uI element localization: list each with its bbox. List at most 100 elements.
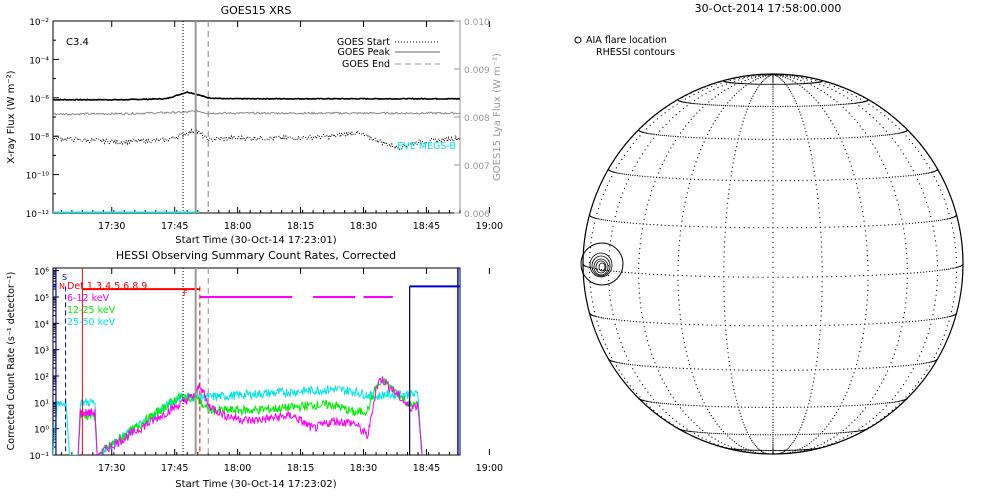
grid-dot <box>690 118 692 120</box>
grid-dot <box>589 251 591 254</box>
grid-dot <box>756 89 758 91</box>
grid-dot <box>745 429 747 431</box>
grid-dot <box>687 122 690 124</box>
grid-dot <box>778 77 781 79</box>
grid-dot <box>762 227 765 229</box>
grid-dot <box>682 410 684 412</box>
grid-dot <box>792 441 794 443</box>
grid-dot <box>772 385 774 387</box>
grid-dot <box>612 314 614 316</box>
grid-dot <box>848 137 850 139</box>
grid-dot <box>772 450 774 452</box>
grid-dot <box>743 424 745 426</box>
grid-dot <box>829 84 831 86</box>
grid-dot <box>734 138 736 140</box>
grid-dot <box>724 241 726 243</box>
grid-dot <box>611 220 613 222</box>
grid-dot <box>775 138 778 140</box>
grid-dot <box>872 106 874 108</box>
grid-dot <box>823 179 825 181</box>
grid-dot <box>707 432 709 434</box>
grid-dot <box>748 83 751 85</box>
grid-dot <box>697 387 699 390</box>
grid-dot <box>601 334 603 336</box>
grid-dot <box>772 329 774 332</box>
grid-dot <box>691 431 693 433</box>
grid-dot <box>641 365 644 367</box>
grid-dot <box>910 174 912 177</box>
grid-dot <box>920 221 923 224</box>
grid-dot <box>845 137 847 139</box>
grid-dot <box>901 132 903 134</box>
grid-dot <box>787 87 789 89</box>
grid-dot <box>796 138 799 140</box>
grid-dot <box>867 279 869 281</box>
grid-dot <box>668 390 670 392</box>
grid-dot <box>885 374 887 376</box>
grid-dot <box>905 157 907 159</box>
grid-dot <box>834 415 836 417</box>
grid-dot <box>772 396 774 398</box>
grid-dot <box>813 377 815 379</box>
grid-dot <box>711 436 713 438</box>
grid-dot <box>860 346 862 348</box>
grid-dot <box>892 133 894 135</box>
grid-dot <box>938 219 940 222</box>
grid-dot <box>816 276 819 278</box>
hessi-y-tick-label: 10⁵ <box>34 294 49 304</box>
grid-dot <box>808 442 811 445</box>
grid-dot <box>621 158 623 161</box>
grid-dot <box>866 255 869 257</box>
grid-dot <box>668 151 670 153</box>
grid-dot <box>707 104 709 106</box>
grid-dot <box>913 272 915 274</box>
grid-dot <box>731 381 734 383</box>
grid-dot <box>812 162 814 164</box>
grid-dot <box>906 292 908 294</box>
grid-dot <box>786 448 788 450</box>
grid-dot <box>693 137 695 139</box>
grid-dot <box>895 133 897 135</box>
grid-dot <box>806 179 808 182</box>
grid-dot <box>762 80 764 82</box>
grid-dot <box>856 416 859 418</box>
grid-dot <box>835 90 837 92</box>
grid-dot <box>852 102 854 105</box>
grid-dot <box>772 261 774 263</box>
grid-dot <box>906 272 909 274</box>
grid-dot <box>757 447 759 449</box>
grid-dot <box>884 224 886 226</box>
grid-dot <box>834 126 836 128</box>
grid-dot <box>762 105 764 107</box>
grid-dot <box>847 431 850 433</box>
grid-dot <box>850 103 852 105</box>
grid-dot <box>656 273 658 276</box>
grid-dot <box>776 369 778 371</box>
grid-dot <box>839 179 841 181</box>
grid-dot <box>797 276 799 278</box>
grid-dot <box>729 433 731 435</box>
hessi-x-tick-label: 18:15 <box>287 463 314 474</box>
grid-dot <box>750 434 752 436</box>
grid-dot <box>938 318 940 320</box>
grid-dot <box>865 309 868 311</box>
grid-dot <box>955 266 958 268</box>
grid-dot <box>700 395 702 397</box>
grid-dot <box>885 168 887 170</box>
grid-dot <box>750 76 753 78</box>
grid-dot <box>625 183 628 185</box>
grid-dot <box>817 198 819 200</box>
grid-dot <box>744 426 746 429</box>
grid-dot <box>729 105 731 107</box>
grid-dot <box>794 450 796 452</box>
hessi-y-tick-label: 10³ <box>34 347 49 357</box>
grid-dot <box>693 368 696 370</box>
grid-dot <box>788 83 791 85</box>
grid-dot <box>874 135 876 137</box>
hessi-series-line <box>77 377 423 455</box>
grid-dot <box>897 340 900 342</box>
grid-dot <box>759 180 761 182</box>
grid-dot <box>690 430 692 433</box>
grid-dot <box>649 133 651 135</box>
grid-dot <box>638 292 641 294</box>
